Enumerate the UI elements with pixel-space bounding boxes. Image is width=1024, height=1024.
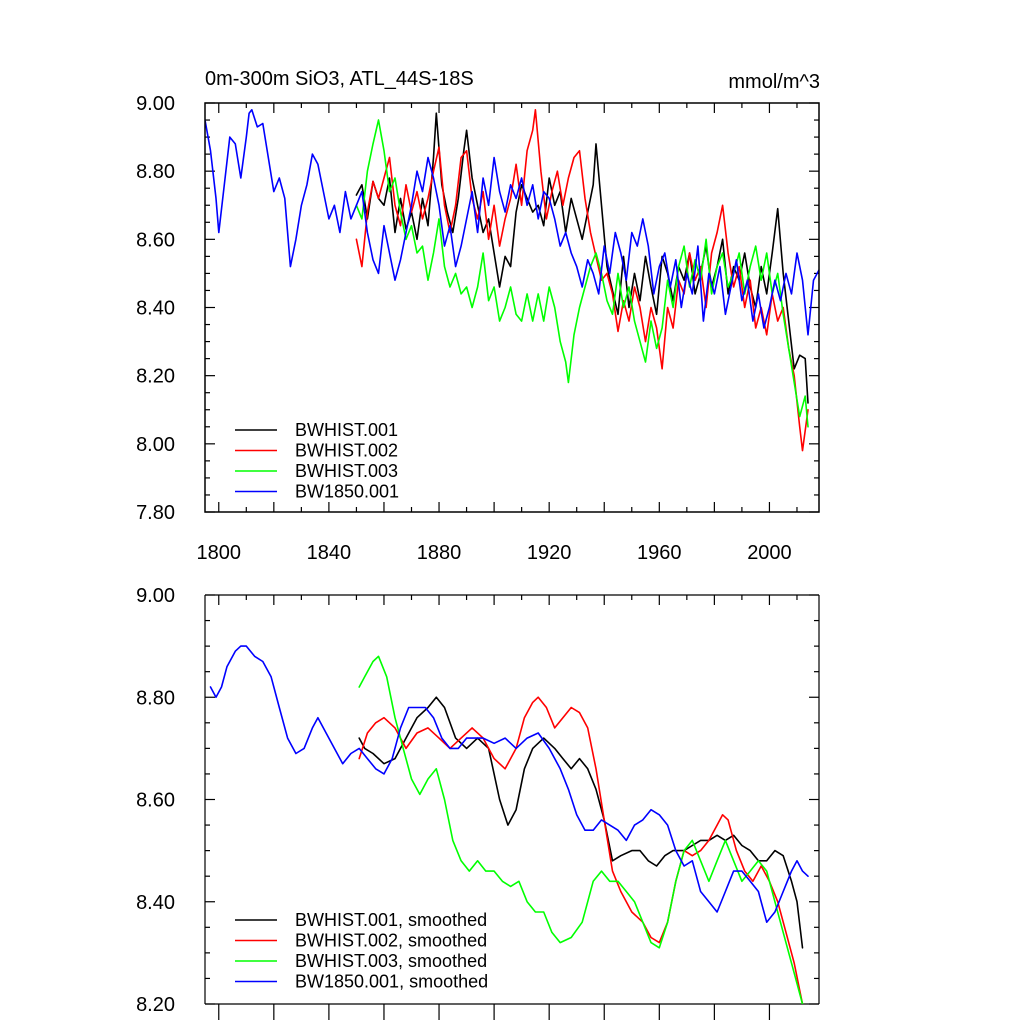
y-tick-label: 8.80	[136, 161, 175, 183]
top-plot-frame	[204, 102, 820, 513]
bottom-series-group	[209, 645, 809, 1004]
series-line-bwhist-003-smoothed	[358, 655, 804, 1004]
y-tick-label: 8.00	[136, 434, 175, 456]
chart-bottom-smoothed: 8.20 8.40 8.60 8.80 9.00 BWHIST.001, smoothe…	[136, 585, 820, 1020]
y-tick-label: 7.80	[136, 502, 175, 524]
legend-label: BW1850.001	[295, 482, 399, 502]
chart-units: mmol/m^3	[728, 71, 820, 93]
chart-top-raw: 0m-300m SiO3, ATL_44S-18S mmol/m^3 7.80 8…	[136, 68, 820, 564]
legend-label: BWHIST.001, smoothed	[295, 910, 487, 930]
x-tick-label: 1840	[307, 542, 352, 564]
legend-label: BWHIST.001	[295, 420, 398, 440]
bottom-axes: 8.20 8.40 8.60 8.80 9.00	[136, 585, 820, 1020]
y-tick-label: 9.00	[136, 93, 175, 115]
x-tick-label: 1960	[637, 542, 682, 564]
x-tick-label: 1800	[197, 542, 242, 564]
series-line-bwhist-002-smoothed	[358, 696, 804, 1004]
y-tick-label: 8.80	[136, 687, 175, 709]
legend-label: BWHIST.003	[295, 461, 398, 481]
y-tick-label: 8.40	[136, 892, 175, 914]
y-tick-label: 8.60	[136, 229, 175, 251]
y-tick-label: 8.20	[136, 994, 175, 1016]
top-series-group	[205, 109, 819, 452]
legend-label: BWHIST.002	[295, 441, 398, 461]
legend-label: BWHIST.002, smoothed	[295, 931, 487, 951]
legend-label: BW1850.001, smoothed	[295, 972, 488, 992]
series-line-bwhist-001-smoothed	[358, 696, 804, 949]
series-line-bw1850-001-smoothed	[209, 645, 809, 923]
legend-label: BWHIST.003, smoothed	[295, 951, 487, 971]
x-tick-label: 2000	[747, 542, 792, 564]
y-tick-label: 9.00	[136, 585, 175, 607]
y-tick-label: 8.40	[136, 298, 175, 320]
y-tick-label: 8.60	[136, 790, 175, 812]
chart-title: 0m-300m SiO3, ATL_44S-18S	[205, 68, 474, 90]
series-line-bwhist-001	[355, 112, 809, 404]
y-tick-label: 8.20	[136, 366, 175, 388]
x-tick-label: 1880	[417, 542, 462, 564]
x-tick-label: 1920	[527, 542, 572, 564]
top-axes: 7.80 8.00 8.20 8.40 8.60 8.80 9.00 1800 1840 1880…	[136, 93, 819, 564]
series-line-bw1850-001	[205, 109, 819, 336]
